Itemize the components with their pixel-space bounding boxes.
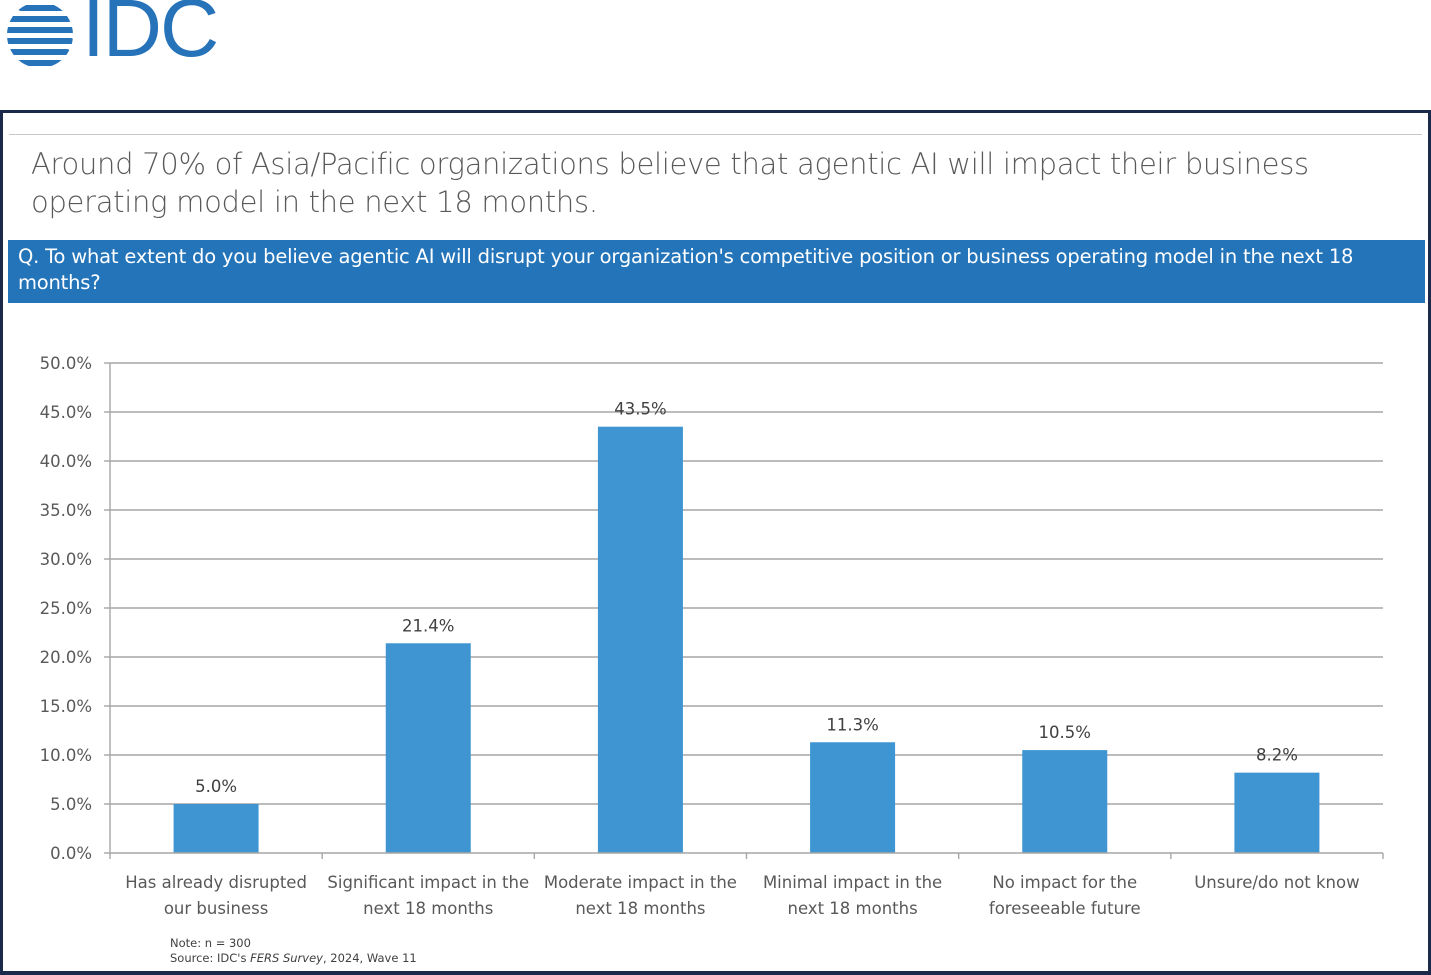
logo-text: IDC [82,0,219,74]
y-tick-label: 25.0% [40,599,92,618]
question-text: Q. To what extent do you believe agentic… [18,245,1354,294]
y-tick-label: 5.0% [50,795,92,814]
source-suffix: , 2024, Wave 11 [322,951,417,965]
data-label: 8.2% [1256,746,1298,765]
x-category-label: Unsure/do not know [1194,873,1359,892]
note-text: Note: n = 300 [170,936,251,950]
x-category-label-line: Unsure/do not know [1194,873,1359,892]
x-category-label-line: No impact for the [992,873,1137,892]
x-category-label-line: Minimal impact in the [763,873,942,892]
bar [1022,750,1108,853]
idc-logo: IDC [4,0,224,74]
x-category-label-line: next 18 months [575,899,705,918]
source-text: Source: IDC's FERS Survey, 2024, Wave 11 [170,951,417,966]
y-tick-label: 10.0% [40,746,92,765]
bars [173,426,1320,853]
y-tick-label: 20.0% [40,648,92,667]
data-label: 5.0% [195,777,237,796]
chart-footnote: Note: n = 300 Source: IDC's FERS Survey,… [170,936,417,966]
y-tick-label: 30.0% [40,550,92,569]
data-label: 11.3% [826,715,878,734]
data-labels: 5.0% 21.4% 43.5% 11.3% 10.5% 8.2% [195,400,1298,796]
y-tick-label: 15.0% [40,697,92,716]
x-category-label: Has already disrupted our business [125,873,307,918]
x-category-label-line: foreseeable future [989,899,1141,918]
y-axis: 0.0% 5.0% 10.0% 15.0% 20.0% 25.0% 30.0% 35.0% 40… [40,354,111,863]
x-category-label-line: next 18 months [787,899,917,918]
y-tick-label: 0.0% [50,844,92,863]
x-category-label-line: Has already disrupted [125,873,307,892]
x-category-label: Significant impact in the next 18 months [327,873,529,918]
x-axis: Has already disrupted our business Signifi… [109,852,1384,918]
y-tick-label: 50.0% [40,354,92,373]
x-category-label: Minimal impact in the next 18 months [763,873,942,918]
bar [173,804,259,853]
x-category-label-line: Significant impact in the [327,873,529,892]
headline: Around 70% of Asia/Pacific organizations… [31,147,1309,219]
globe-stripes-icon [7,5,73,66]
y-tick-label: 40.0% [40,452,92,471]
bar [1234,772,1320,853]
source-survey-name: FERS Survey [250,951,323,965]
y-tick-label: 35.0% [40,501,92,520]
source-prefix: Source: IDC's [170,951,251,965]
data-label: 10.5% [1039,723,1091,742]
x-category-label-line: next 18 months [363,899,493,918]
x-category-label: Moderate impact in the next 18 months [544,873,737,918]
x-category-label-line: Moderate impact in the [544,873,737,892]
data-label: 43.5% [614,400,666,419]
bar [597,426,683,853]
gridlines [110,362,1383,805]
bar [810,742,896,853]
data-label: 21.4% [402,616,454,635]
bar [385,643,471,853]
question-banner: Q. To what extent do you believe agentic… [8,240,1425,303]
y-tick-label: 45.0% [40,403,92,422]
x-category-label-line: our business [164,899,269,918]
divider [9,134,1422,135]
x-category-label: No impact for the foreseeable future [989,873,1141,918]
